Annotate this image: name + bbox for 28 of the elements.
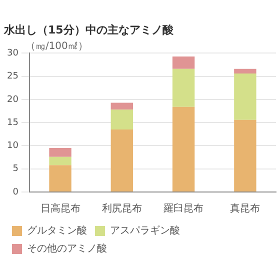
y-axis-title: （㎎/100㎖） [25,40,88,52]
bar [49,156,72,166]
x-tick-label: 羅臼昆布 [164,202,204,215]
y-tick-label: 25 [7,72,18,82]
legend-label: グルタミン酸 [27,224,87,237]
bar [110,130,133,192]
legend-label: その他のアミノ酸 [27,242,107,255]
y-tick-label: 30 [7,48,19,59]
bar [110,102,133,110]
bar [172,68,195,107]
bar [234,74,256,120]
bar [172,56,195,69]
bar [172,106,195,192]
bar [234,120,256,192]
chart-title: 水出し（15分）中の主なアミノ酸 [3,23,174,36]
x-tick-label: 日高昆布 [40,202,80,215]
bar [110,110,133,130]
x-tick-label: 真昆布 [230,202,260,215]
y-tick-label: 5 [12,164,18,174]
bar [234,68,256,74]
x-tick-label: 利尻昆布 [102,202,142,215]
y-tick-label: 10 [7,141,19,152]
y-tick-label: 15 [7,118,18,128]
y-tick-label: 20 [7,94,19,105]
bar [49,165,72,192]
legend-label: アスパラギン酸 [110,224,180,237]
y-tick-label: 0 [12,187,19,198]
bar [49,148,72,157]
